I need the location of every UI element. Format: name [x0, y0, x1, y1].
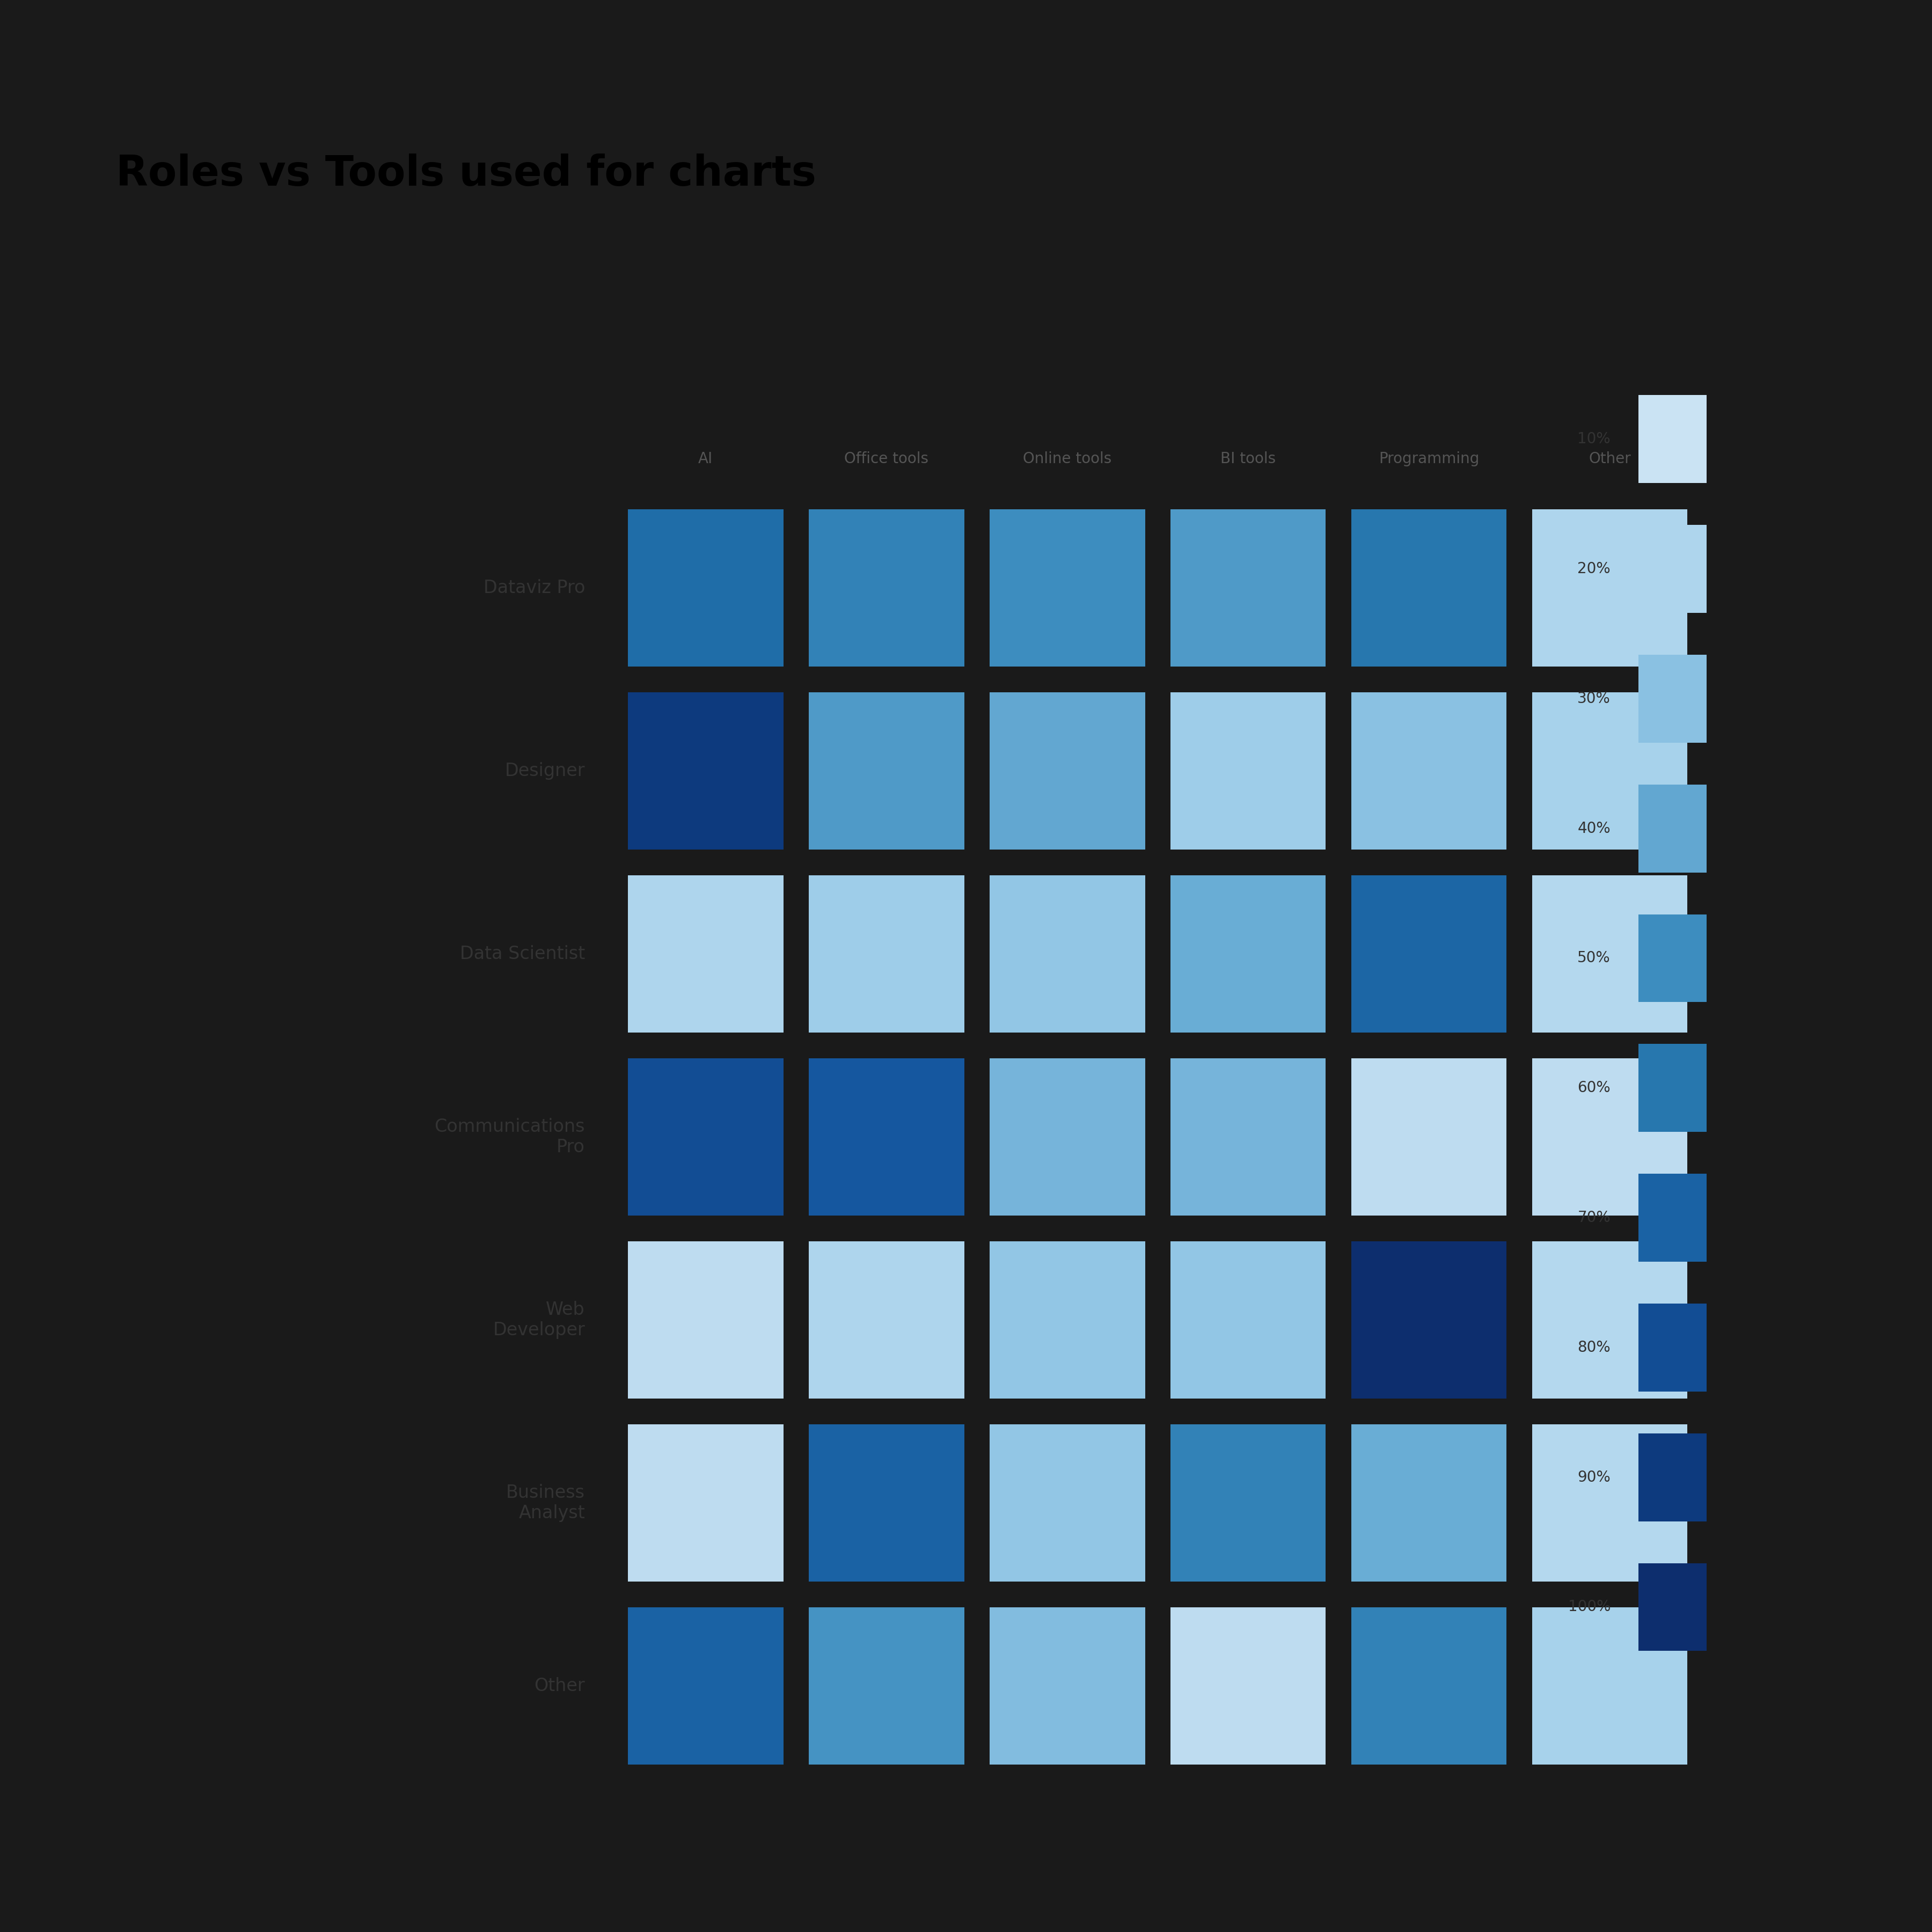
FancyBboxPatch shape: [1350, 692, 1507, 850]
FancyBboxPatch shape: [989, 1240, 1146, 1399]
Text: Roles vs Tools used for charts: Roles vs Tools used for charts: [116, 153, 815, 195]
FancyBboxPatch shape: [1350, 510, 1507, 667]
FancyBboxPatch shape: [1171, 1240, 1325, 1399]
Text: Online tools: Online tools: [1022, 452, 1111, 466]
Text: 40%: 40%: [1577, 821, 1611, 837]
FancyBboxPatch shape: [1171, 510, 1325, 667]
Text: 80%: 80%: [1577, 1341, 1611, 1354]
FancyBboxPatch shape: [810, 692, 964, 850]
Text: 20%: 20%: [1577, 562, 1611, 576]
Text: 100%: 100%: [1569, 1600, 1611, 1615]
FancyBboxPatch shape: [1638, 1563, 1706, 1652]
Text: Designer: Designer: [504, 761, 585, 781]
FancyBboxPatch shape: [1532, 692, 1687, 850]
FancyBboxPatch shape: [989, 875, 1146, 1034]
FancyBboxPatch shape: [628, 1607, 782, 1764]
Text: Other: Other: [1588, 452, 1631, 466]
FancyBboxPatch shape: [1638, 396, 1706, 483]
Text: 60%: 60%: [1577, 1080, 1611, 1095]
Text: 10%: 10%: [1577, 431, 1611, 446]
FancyBboxPatch shape: [1350, 1240, 1507, 1399]
Text: 90%: 90%: [1577, 1470, 1611, 1486]
FancyBboxPatch shape: [1171, 1424, 1325, 1582]
FancyBboxPatch shape: [1638, 914, 1706, 1003]
Text: Web
Developer: Web Developer: [493, 1300, 585, 1339]
FancyBboxPatch shape: [628, 510, 782, 667]
Text: Business
Analyst: Business Analyst: [506, 1484, 585, 1522]
FancyBboxPatch shape: [1350, 875, 1507, 1034]
FancyBboxPatch shape: [810, 1607, 964, 1764]
FancyBboxPatch shape: [1532, 510, 1687, 667]
FancyBboxPatch shape: [810, 1240, 964, 1399]
FancyBboxPatch shape: [989, 1059, 1146, 1215]
FancyBboxPatch shape: [1638, 1043, 1706, 1132]
FancyBboxPatch shape: [1171, 1059, 1325, 1215]
FancyBboxPatch shape: [1171, 875, 1325, 1034]
FancyBboxPatch shape: [989, 692, 1146, 850]
FancyBboxPatch shape: [1638, 526, 1706, 612]
FancyBboxPatch shape: [810, 510, 964, 667]
FancyBboxPatch shape: [1532, 1607, 1687, 1764]
FancyBboxPatch shape: [810, 1424, 964, 1582]
FancyBboxPatch shape: [628, 1059, 782, 1215]
FancyBboxPatch shape: [1638, 655, 1706, 742]
FancyBboxPatch shape: [1350, 1424, 1507, 1582]
Text: Data Scientist: Data Scientist: [460, 945, 585, 962]
FancyBboxPatch shape: [628, 692, 782, 850]
FancyBboxPatch shape: [810, 875, 964, 1034]
FancyBboxPatch shape: [1532, 1424, 1687, 1582]
FancyBboxPatch shape: [1638, 784, 1706, 873]
Text: 50%: 50%: [1577, 951, 1611, 966]
FancyBboxPatch shape: [1532, 1059, 1687, 1215]
Text: BI tools: BI tools: [1221, 452, 1275, 466]
Text: Dataviz Pro: Dataviz Pro: [483, 580, 585, 597]
Text: Programming: Programming: [1379, 452, 1480, 466]
Text: 70%: 70%: [1577, 1209, 1611, 1225]
FancyBboxPatch shape: [1171, 692, 1325, 850]
FancyBboxPatch shape: [810, 1059, 964, 1215]
FancyBboxPatch shape: [989, 1607, 1146, 1764]
Text: Office tools: Office tools: [844, 452, 929, 466]
FancyBboxPatch shape: [1171, 1607, 1325, 1764]
FancyBboxPatch shape: [1638, 1434, 1706, 1520]
FancyBboxPatch shape: [1532, 875, 1687, 1034]
Text: Communications
Pro: Communications Pro: [435, 1119, 585, 1155]
FancyBboxPatch shape: [1638, 1304, 1706, 1391]
FancyBboxPatch shape: [1638, 1175, 1706, 1262]
Text: AI: AI: [697, 452, 713, 466]
FancyBboxPatch shape: [628, 875, 782, 1034]
FancyBboxPatch shape: [628, 1240, 782, 1399]
FancyBboxPatch shape: [1532, 1240, 1687, 1399]
FancyBboxPatch shape: [628, 1424, 782, 1582]
FancyBboxPatch shape: [989, 510, 1146, 667]
FancyBboxPatch shape: [989, 1424, 1146, 1582]
FancyBboxPatch shape: [1350, 1059, 1507, 1215]
Text: Other: Other: [535, 1677, 585, 1694]
FancyBboxPatch shape: [1350, 1607, 1507, 1764]
Text: 30%: 30%: [1577, 692, 1611, 707]
